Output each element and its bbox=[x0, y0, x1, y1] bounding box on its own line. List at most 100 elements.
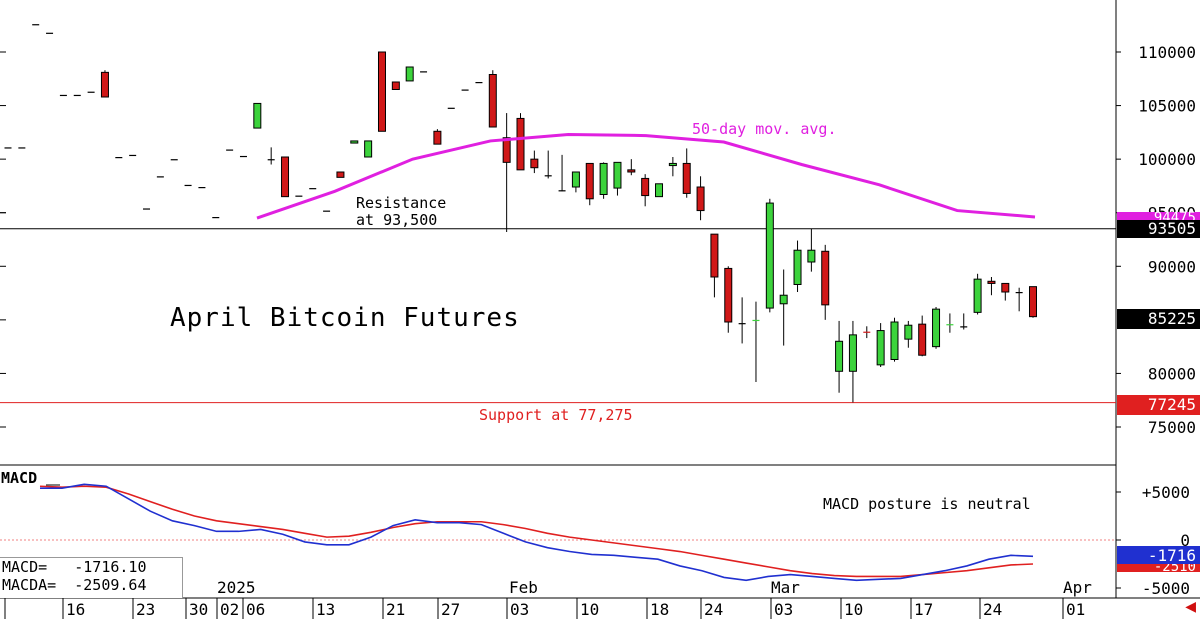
candle-body bbox=[198, 187, 206, 189]
support-value-tag: 77245 bbox=[1117, 395, 1200, 415]
x-tick-label: 18 bbox=[650, 600, 669, 619]
candle-body bbox=[655, 183, 664, 198]
candle-body bbox=[668, 162, 677, 167]
macd-tick-label: +5000 bbox=[1142, 483, 1190, 502]
candle-body bbox=[405, 66, 414, 82]
candle bbox=[863, 326, 871, 339]
candle-body bbox=[170, 159, 178, 161]
svg-text:93505: 93505 bbox=[1148, 219, 1196, 238]
macda-readout-value: -2509.64 bbox=[74, 576, 147, 594]
candle-body bbox=[724, 267, 733, 323]
x-tick-label: 23 bbox=[136, 600, 155, 619]
candle bbox=[267, 147, 275, 165]
ma-label: 50-day mov. avg. bbox=[692, 120, 837, 138]
support-label: Support at 77,275 bbox=[479, 406, 633, 424]
candle bbox=[807, 228, 816, 272]
resistance-label-2: at 93,500 bbox=[356, 211, 437, 229]
price-tick-label: 90000 bbox=[1148, 257, 1196, 276]
candle-body bbox=[184, 184, 192, 187]
candle bbox=[641, 174, 650, 207]
candle bbox=[1029, 286, 1037, 318]
candle-body bbox=[863, 331, 871, 333]
candle bbox=[59, 94, 67, 97]
candle-body bbox=[461, 89, 469, 91]
candle bbox=[46, 32, 54, 34]
candle bbox=[724, 266, 733, 333]
candle-body bbox=[212, 217, 220, 219]
candle bbox=[364, 140, 373, 158]
candle-body bbox=[295, 195, 303, 197]
x-axis-ticks: 16 23 30 02 06 13 21 27 03 10 18 24 03 10 17 24 01 bbox=[4, 598, 1085, 619]
candle bbox=[405, 66, 414, 82]
candle-body bbox=[447, 107, 455, 109]
macd-readout-box: MACD= -1716.10 MACDA= -2509.64 bbox=[0, 557, 183, 598]
candle-body bbox=[765, 202, 774, 309]
candle bbox=[571, 171, 580, 193]
x-tick-label: 13 bbox=[316, 600, 335, 619]
candle-body bbox=[530, 158, 539, 169]
candle-body bbox=[571, 171, 580, 188]
candle-body bbox=[848, 334, 857, 372]
candle-body bbox=[364, 140, 373, 158]
candle bbox=[516, 113, 525, 171]
candle bbox=[696, 176, 705, 221]
candle-body bbox=[918, 323, 927, 356]
candle bbox=[377, 51, 386, 132]
x-tick-label: 02 bbox=[220, 600, 239, 619]
candle bbox=[876, 323, 885, 367]
candle-body bbox=[1015, 292, 1023, 294]
candle-body bbox=[890, 321, 899, 360]
candle-body bbox=[627, 169, 636, 173]
candle-body bbox=[835, 340, 844, 372]
x-tick-label: 30 bbox=[189, 600, 208, 619]
candle-body bbox=[502, 137, 511, 163]
macda-readout-label: MACDA= bbox=[2, 576, 57, 594]
macd-value-tag: -1716 bbox=[1117, 546, 1200, 565]
candle bbox=[765, 198, 774, 313]
candle-body bbox=[779, 294, 788, 305]
candle bbox=[585, 162, 594, 206]
price-tick-label: 110000 bbox=[1138, 43, 1196, 62]
candle-body bbox=[932, 308, 941, 348]
candle bbox=[350, 140, 359, 144]
candle-body bbox=[87, 91, 95, 93]
candle bbox=[502, 113, 511, 232]
candle-body bbox=[281, 156, 290, 198]
candle bbox=[447, 107, 455, 109]
candle-body bbox=[793, 249, 802, 285]
x-tick-label: 03 bbox=[510, 600, 529, 619]
candle-body bbox=[336, 171, 345, 178]
candle bbox=[599, 162, 608, 199]
price-tick-label: 105000 bbox=[1138, 97, 1196, 116]
candle-body bbox=[488, 74, 497, 128]
candle-body bbox=[309, 188, 317, 190]
candle bbox=[198, 187, 206, 189]
candle bbox=[848, 320, 857, 403]
candle-body bbox=[323, 210, 331, 212]
scroll-left-icon[interactable]: ◀ bbox=[1185, 599, 1196, 615]
moving-average-line bbox=[256, 132, 1036, 220]
x-tick-label: 27 bbox=[441, 600, 460, 619]
x-tick-label: 06 bbox=[246, 600, 265, 619]
candle-body bbox=[226, 149, 234, 151]
price-tick-label: 100000 bbox=[1138, 150, 1196, 169]
candle bbox=[932, 307, 941, 349]
candle bbox=[793, 240, 802, 292]
candle bbox=[295, 195, 303, 197]
candle-body bbox=[558, 190, 566, 192]
x-tick-label: 24 bbox=[704, 600, 723, 619]
candle-body bbox=[752, 319, 760, 322]
candle-body bbox=[350, 140, 359, 144]
candle-body bbox=[433, 130, 442, 145]
candle-body bbox=[599, 162, 608, 196]
candle-body bbox=[143, 208, 151, 210]
candle-body bbox=[46, 32, 54, 34]
candle bbox=[87, 91, 95, 93]
candle bbox=[752, 301, 760, 382]
candle bbox=[170, 159, 178, 161]
candle bbox=[32, 24, 40, 26]
last-price-tag: 85225 bbox=[1117, 309, 1200, 329]
macd-series-line bbox=[40, 483, 1034, 582]
candle-body bbox=[391, 81, 400, 90]
